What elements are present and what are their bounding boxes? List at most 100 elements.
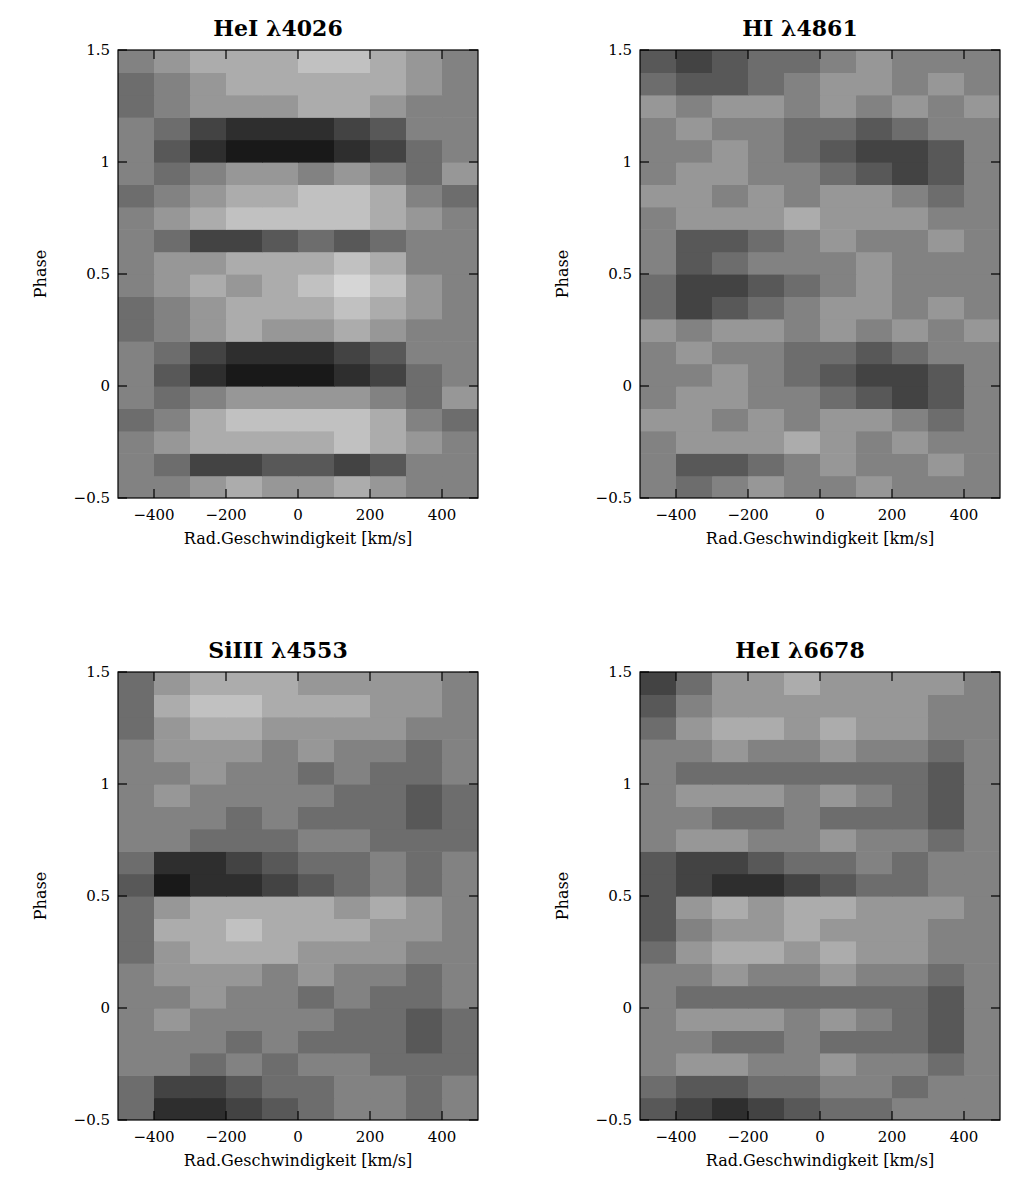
- cell: [928, 1053, 965, 1076]
- cell: [154, 431, 191, 454]
- cell: [748, 941, 785, 964]
- cell: [748, 207, 785, 230]
- cell: [748, 874, 785, 897]
- cell: [406, 162, 443, 185]
- cell: [190, 476, 227, 498]
- cell: [190, 874, 227, 897]
- cell: [820, 918, 857, 941]
- cell: [856, 184, 893, 207]
- cell: [712, 364, 749, 387]
- cell: [226, 274, 263, 297]
- cell: [856, 252, 893, 275]
- cell: [262, 851, 299, 874]
- cell: [226, 941, 263, 964]
- cell: [784, 739, 821, 762]
- cell: [856, 1053, 893, 1076]
- y-tick: [469, 671, 478, 672]
- cell: [748, 274, 785, 297]
- cell: [928, 851, 965, 874]
- cell: [118, 717, 155, 740]
- cell: [262, 672, 299, 695]
- cell: [928, 431, 965, 454]
- cell: [442, 431, 478, 454]
- cell: [784, 829, 821, 852]
- cell: [784, 1030, 821, 1053]
- x-tick: [225, 50, 226, 59]
- cell: [676, 72, 713, 95]
- cell: [370, 717, 407, 740]
- x-tick-label: −400: [133, 506, 174, 524]
- cell: [928, 896, 965, 919]
- cell: [442, 341, 478, 364]
- cell: [298, 717, 335, 740]
- cell: [784, 386, 821, 409]
- cell: [370, 1075, 407, 1098]
- cell: [370, 694, 407, 717]
- cell: [334, 229, 371, 252]
- cell: [712, 694, 749, 717]
- cell: [226, 162, 263, 185]
- cell: [442, 184, 478, 207]
- cell: [298, 963, 335, 986]
- x-tick: [675, 50, 676, 59]
- cell: [892, 364, 929, 387]
- cell: [784, 252, 821, 275]
- cell: [748, 918, 785, 941]
- cell: [118, 453, 155, 476]
- cell: [406, 874, 443, 897]
- cell: [856, 229, 893, 252]
- cell: [856, 851, 893, 874]
- cell: [640, 762, 677, 785]
- cell: [712, 50, 749, 73]
- cells: [640, 672, 1000, 1120]
- cell: [154, 762, 191, 785]
- y-tick-label: 0: [100, 999, 110, 1017]
- cell: [154, 896, 191, 919]
- cell: [892, 739, 929, 762]
- cell: [118, 117, 155, 140]
- cell: [262, 453, 299, 476]
- cell: [262, 50, 299, 73]
- cell: [118, 986, 155, 1009]
- cell: [712, 229, 749, 252]
- cell: [712, 986, 749, 1009]
- y-tick: [118, 273, 127, 274]
- cell: [712, 851, 749, 874]
- y-tick-label: −0.5: [74, 489, 110, 507]
- cell: [226, 694, 263, 717]
- cell: [892, 274, 929, 297]
- cell: [406, 319, 443, 342]
- cell: [118, 1030, 155, 1053]
- cell: [298, 364, 335, 387]
- cell: [676, 784, 713, 807]
- cell: [784, 806, 821, 829]
- cell: [928, 364, 965, 387]
- cell: [676, 229, 713, 252]
- cell: [406, 784, 443, 807]
- cell: [118, 963, 155, 986]
- cell: [226, 95, 263, 118]
- cell: [748, 806, 785, 829]
- cell: [928, 739, 965, 762]
- cell: [856, 207, 893, 230]
- cell: [712, 162, 749, 185]
- y-tick-label: 1.5: [608, 663, 632, 681]
- cell: [262, 1008, 299, 1031]
- cell: [928, 986, 965, 1009]
- cell: [748, 717, 785, 740]
- cell: [640, 739, 677, 762]
- cell: [442, 72, 478, 95]
- y-tick-label: 1.5: [608, 41, 632, 59]
- x-tick-label: −200: [727, 506, 768, 524]
- cell: [154, 1053, 191, 1076]
- cell: [370, 296, 407, 319]
- cell: [964, 95, 1000, 118]
- cell: [226, 386, 263, 409]
- cell: [964, 762, 1000, 785]
- cell: [298, 117, 335, 140]
- cell: [334, 296, 371, 319]
- cell: [892, 184, 929, 207]
- cell: [676, 408, 713, 431]
- cell: [226, 739, 263, 762]
- cell: [928, 50, 965, 73]
